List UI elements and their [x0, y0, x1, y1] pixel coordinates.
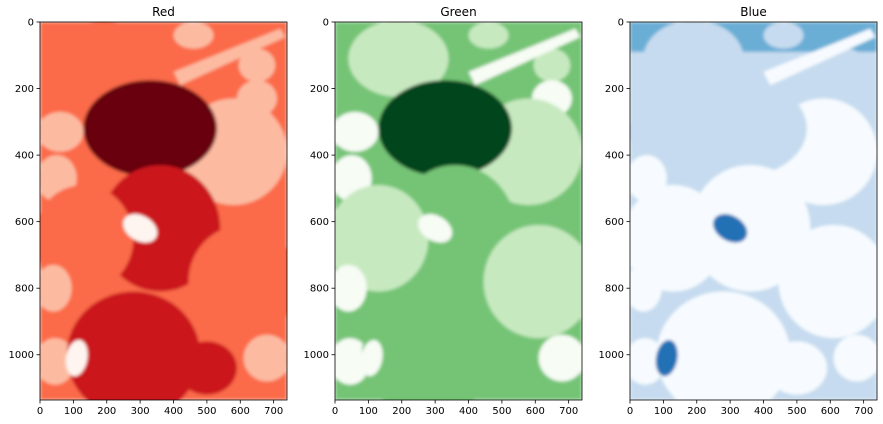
y-tick-label: 200 — [605, 84, 624, 95]
x-tick-label: 300 — [721, 406, 740, 417]
y-tick-label: 800 — [15, 284, 34, 295]
y-tick-label: 400 — [310, 151, 329, 162]
y-tick-label: 0 — [323, 18, 329, 29]
x-tick-label: 100 — [359, 406, 378, 417]
panel-red: Red 0 100 200 300 400 500 600 700 0 200 400 600 800 10… — [9, 5, 288, 417]
x-tick-label: 200 — [97, 406, 116, 417]
y-tick-label: 600 — [15, 217, 34, 228]
panel-title: Green — [440, 5, 476, 19]
y-tick-label: 0 — [618, 18, 624, 29]
x-tick-label: 0 — [37, 406, 43, 417]
x-tick-label: 600 — [526, 406, 545, 417]
x-tick-label: 700 — [264, 406, 283, 417]
x-tick-label: 300 — [426, 406, 445, 417]
x-tick-label: 0 — [627, 406, 633, 417]
x-tick-label: 500 — [197, 406, 216, 417]
panel-blue: Blue 0 100 200 300 400 500 600 700 0 200 400 600 800 1… — [599, 5, 878, 417]
panel-green: Green 0 100 200 300 400 500 600 700 0 200 400 600 800… — [304, 5, 583, 417]
x-tick-label: 100 — [64, 406, 83, 417]
x-tick-label: 600 — [821, 406, 840, 417]
x-tick-label: 0 — [332, 406, 338, 417]
y-tick-label: 400 — [15, 151, 34, 162]
x-tick-label: 700 — [559, 406, 578, 417]
y-tick-label: 800 — [310, 284, 329, 295]
axes-frame — [39, 21, 288, 401]
x-tick-label: 500 — [787, 406, 806, 417]
y-tick-label: 200 — [310, 84, 329, 95]
y-tick-label: 400 — [605, 151, 624, 162]
y-tick-label: 1000 — [304, 350, 329, 361]
channel-image — [40, 22, 287, 400]
x-tick-label: 300 — [131, 406, 150, 417]
y-tick-label: 1000 — [9, 350, 34, 361]
x-tick-label: 400 — [754, 406, 773, 417]
y-tick-label: 800 — [605, 284, 624, 295]
y-tick-label: 0 — [28, 18, 34, 29]
channel-image — [630, 22, 877, 400]
y-tick-label: 200 — [15, 84, 34, 95]
y-tick-label: 1000 — [599, 350, 624, 361]
x-tick-label: 200 — [392, 406, 411, 417]
x-tick-label: 600 — [231, 406, 250, 417]
x-tick-label: 100 — [654, 406, 673, 417]
x-tick-label: 700 — [854, 406, 873, 417]
axes-frame — [334, 21, 583, 401]
x-tick-label: 400 — [164, 406, 183, 417]
panel-title: Blue — [740, 5, 767, 19]
x-tick-label: 200 — [687, 406, 706, 417]
y-tick-label: 600 — [605, 217, 624, 228]
x-tick-label: 400 — [459, 406, 478, 417]
x-tick-label: 500 — [492, 406, 511, 417]
channel-image — [335, 22, 582, 400]
y-tick-label: 600 — [310, 217, 329, 228]
panel-title: Red — [152, 5, 175, 19]
axes-frame — [629, 21, 878, 401]
